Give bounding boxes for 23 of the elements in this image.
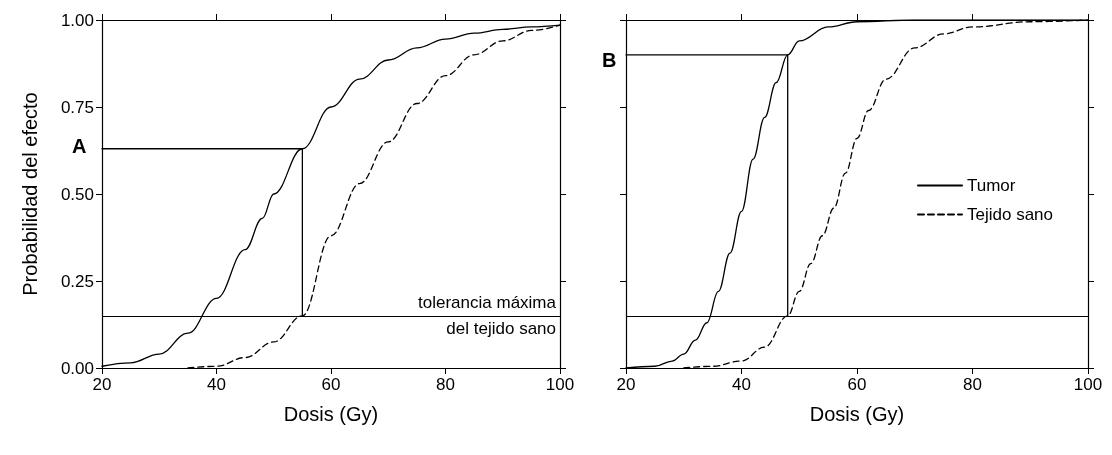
text: B xyxy=(602,49,617,71)
x-tick-label: 100 xyxy=(545,375,575,394)
x-tick-label: 20 xyxy=(616,375,636,394)
x-tick-label: 80 xyxy=(963,375,982,394)
y-tick-label: 0.00 xyxy=(60,358,94,378)
ref-line-label: tolerancia máxima del tejido sano xyxy=(418,293,557,339)
x-tick-label: 60 xyxy=(847,375,867,394)
legend-label: Tejido sano xyxy=(967,205,1054,224)
x-tick-label: 40 xyxy=(732,375,751,394)
x-axis-title: Dosis (Gy) xyxy=(809,403,905,425)
y-axis-title: Probabilidad del efecto xyxy=(19,92,41,296)
x-axis-title: Dosis (Gy) xyxy=(283,403,379,425)
y-tick-label: 0.25 xyxy=(60,271,94,291)
x-tick-label: 80 xyxy=(436,375,455,394)
y-tick-label: 1.00 xyxy=(60,10,94,30)
y-tick-label: 0.75 xyxy=(60,97,94,117)
x-tick-label: 40 xyxy=(207,375,226,394)
x-tick-label: 20 xyxy=(92,375,112,394)
legend-label: Tumor xyxy=(967,176,1016,195)
y-tick-label: 0.50 xyxy=(60,184,94,204)
x-tick-label: 100 xyxy=(1073,375,1103,394)
text: A xyxy=(72,135,87,157)
x-tick-label: 60 xyxy=(321,375,341,394)
